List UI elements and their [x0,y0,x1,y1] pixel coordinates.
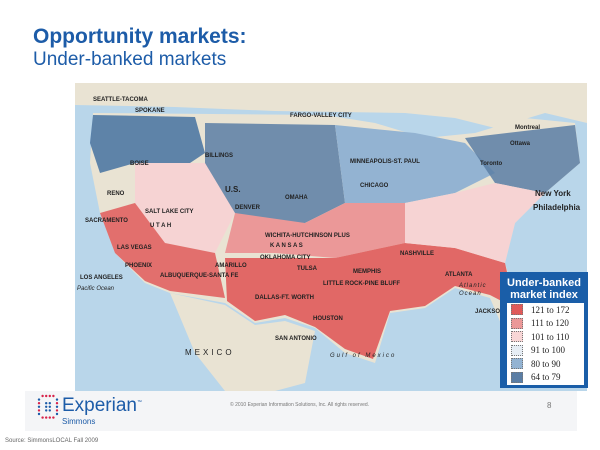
region-midwest-low [335,125,495,203]
map-label: HOUSTON [313,316,343,322]
map-label: MEMPHIS [353,269,382,275]
map-label: Atlantic Ocean [459,283,487,297]
legend-title: Under-banked market index [507,277,581,301]
legend-label: 111 to 120 [531,318,569,329]
map-label: LAS VEGAS [117,245,152,251]
map-shapes [75,83,587,391]
legend-swatch [511,317,523,329]
map-label: NASHVILLE [400,251,435,257]
map-label: SACRAMENTO [85,218,128,224]
map-label: U.S. [225,185,241,194]
legend-item: 64 to 79 [507,371,584,385]
region-southwest-high [100,203,225,298]
source-note: Source: SimmonsLOCAL Fall 2009 [5,438,99,444]
map-label: ATLANTA [445,272,473,278]
legend-item: 80 to 90 [507,357,584,371]
legend-label: 101 to 110 [531,331,570,342]
region-southeast-mixed [405,183,545,263]
legend-label: 80 to 90 [531,358,561,369]
legend-swatch [511,331,523,343]
map-label: WICHITA-HUTCHINSON PLUS [265,233,350,239]
legend-swatch [511,358,523,370]
page-number: 8 [547,401,552,410]
us-market-map: SPOKANE SEATTLE-TACOMA BILLINGS FARGO-VA… [75,83,587,391]
map-label: DALLAS-FT. WORTH [255,295,314,301]
logo-text: Experian [62,395,137,416]
map-label: Gulf of Mexico [330,353,397,359]
legend-label: 91 to 100 [531,345,566,356]
map-label: OKLAHOMA CITY [260,255,311,261]
map-label: LITTLE ROCK-PINE BLUFF [323,281,400,287]
map-label: ALBUQUERQUE-SANTA FE [160,273,239,279]
map-label: Philadelphia [533,203,581,212]
slide-title: Opportunity markets: [33,25,247,48]
logo-tm: ™ [137,399,142,406]
slide-subtitle: Under-banked markets [33,49,227,70]
legend-item: 121 to 172 [507,303,584,317]
legend-item: 101 to 110 [507,330,584,344]
map-label: New York [535,189,571,198]
map-label: SPOKANE [135,108,165,114]
map-label: OMAHA [285,195,308,201]
map-label: Montreal [515,125,541,131]
legend-swatch [511,371,523,383]
map-label: Toronto [480,161,503,167]
map-label: TULSA [297,266,317,272]
map-label: MINNEAPOLIS-ST. PAUL [350,159,420,165]
copyright: © 2010 Experian Information Solutions, I… [230,402,370,408]
map-label: FARGO-VALLEY CITY [290,113,352,119]
slide-footer: Experian™ Simmons © 2010 Experian Inform… [25,391,577,431]
map-label: RENO [107,191,125,197]
region-south-high [225,243,515,359]
experian-logo: Experian™ [62,395,142,417]
map-label: U T A H [150,223,172,229]
map-label: Pacific Ocean [77,286,115,292]
legend-label: 121 to 172 [531,304,570,315]
region-utah-mid [135,163,235,253]
map-label: Ottawa [510,141,531,147]
logo-subtitle: Simmons [62,417,96,426]
map-label: SEATTLE-TACOMA [93,97,148,103]
region-mountain-low [205,123,345,233]
map-label: BILLINGS [205,153,233,159]
map-label: MEXICO [185,348,235,357]
map-label: AMARILLO [215,263,247,269]
map-label: SALT LAKE CITY [145,209,194,215]
map-label: SAN ANTONIO [275,336,317,342]
map-label: JACKSONVILLE [475,309,522,315]
map-label: PHOENIX [125,263,153,269]
legend-item: 111 to 120 [507,317,584,331]
map-label: DENVER [235,205,261,211]
map-label: LOS ANGELES [80,275,123,281]
map-label: CHICAGO [360,183,389,189]
region-northwest-low [90,115,205,173]
map-legend: Under-banked market index 121 to 172 111 … [500,272,588,388]
region-northeast-low [465,125,580,193]
legend-swatch [511,344,523,356]
canada-land [75,83,587,128]
legend-swatch [511,304,523,316]
region-plains-mixed [225,203,405,258]
map-label: K A N S A S [270,243,303,249]
map-label: BOISE [130,161,149,167]
experian-logo-icon [37,394,59,419]
mexico-land [170,293,315,391]
legend-label: 64 to 79 [531,372,561,383]
legend-item: 91 to 100 [507,344,584,358]
legend-items: 121 to 172 111 to 120 101 to 110 91 to 100 8… [507,303,584,385]
